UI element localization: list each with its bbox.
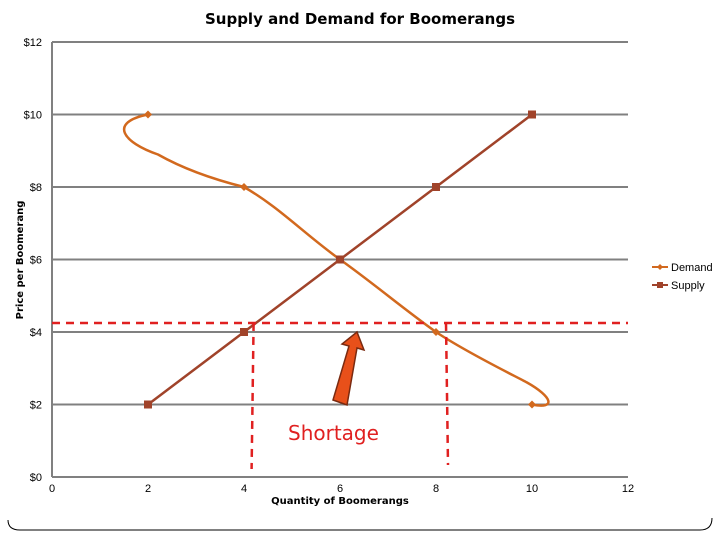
frame-corner-left: [7, 519, 360, 531]
demand-point: [432, 328, 440, 336]
y-tick-labels: $0 $2 $4 $6 $8 $10 $12: [24, 37, 42, 484]
y-tick-label: $4: [30, 327, 42, 339]
x-tick-labels: 0 2 4 6 8 10 12: [49, 483, 634, 495]
shortage-label: Shortage: [288, 421, 379, 445]
demand-point: [240, 183, 248, 191]
x-tick-label: 10: [526, 483, 538, 495]
y-tick-label: $12: [24, 37, 42, 49]
x-tick-label: 12: [622, 483, 634, 495]
x-tick-label: 6: [337, 483, 343, 495]
legend-label-supply: Supply: [671, 280, 705, 292]
x-axis-label: Quantity of Boomerangs: [271, 496, 409, 507]
chart-title: Supply and Demand for Boomerangs: [205, 10, 515, 28]
supply-point: [144, 400, 152, 409]
supply-point: [432, 183, 440, 191]
x-tick-label: 2: [145, 483, 151, 495]
y-axis-label: Price per Boomerang: [15, 201, 26, 320]
legend-marker: [657, 282, 663, 288]
demand-point: [144, 110, 152, 119]
quantity-supplied-dashed-line: [250, 322, 255, 470]
y-tick-label: $6: [30, 255, 42, 267]
legend: Demand Supply: [652, 262, 713, 292]
annotation-group: Shortage: [52, 321, 628, 470]
x-tick-label: 8: [433, 483, 439, 495]
frame-corner-right: [360, 517, 713, 531]
supply-point: [336, 255, 344, 264]
legend-marker: [657, 264, 663, 270]
y-tick-label: $8: [30, 182, 42, 194]
x-tick-label: 0: [49, 483, 55, 495]
x-tick-label: 4: [241, 483, 247, 495]
supply-point: [528, 110, 536, 119]
shortage-arrow: [332, 330, 366, 407]
y-tick-label: $10: [24, 110, 42, 122]
quantity-demanded-dashed-line: [444, 322, 450, 466]
y-tick-label: $0: [30, 472, 42, 484]
series-group: [123, 110, 550, 409]
demand-point: [528, 400, 536, 409]
supply-point: [240, 328, 248, 336]
legend-label-demand: Demand: [671, 262, 713, 274]
y-tick-label: $2: [30, 400, 42, 412]
